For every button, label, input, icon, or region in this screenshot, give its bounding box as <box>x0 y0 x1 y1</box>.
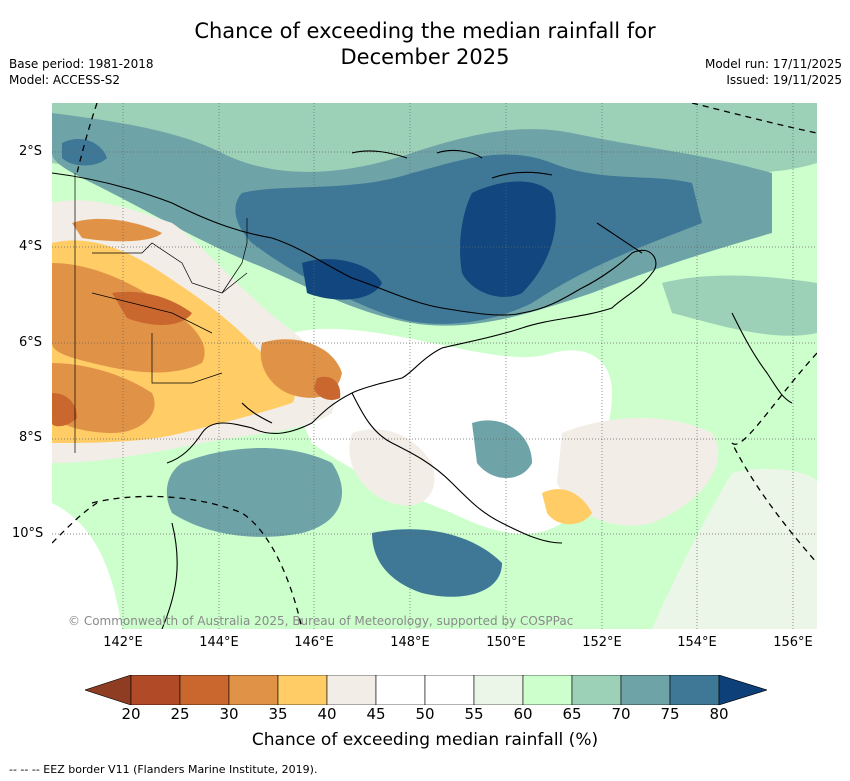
colorbar-extend-high <box>718 675 767 705</box>
cb-tick-80: 80 <box>709 705 729 723</box>
lon-label-144e: 144°E <box>199 635 239 650</box>
lat-label-6s: 6°S <box>19 335 43 350</box>
title-line-1: Chance of exceeding the median rainfall … <box>194 19 656 43</box>
coastlines <box>52 149 793 629</box>
cb-tick-20: 20 <box>121 705 141 723</box>
colorbar-swatch-50 <box>424 675 475 705</box>
lon-label-154e: 154°E <box>677 635 717 650</box>
cb-tick-65: 65 <box>562 705 582 723</box>
meta-right: Model run: 17/11/2025 Issued: 19/11/2025 <box>705 56 842 88</box>
cb-tick-40: 40 <box>317 705 337 723</box>
colorbar-swatch-55 <box>473 675 524 705</box>
chart-title: Chance of exceeding the median rainfall … <box>0 18 850 70</box>
colorbar-swatches <box>130 675 720 705</box>
colorbar-swatch-35 <box>277 675 328 705</box>
lon-label-152e: 152°E <box>582 635 622 650</box>
colorbar-swatch-40 <box>326 675 377 705</box>
eez-borders <box>52 103 817 629</box>
colorbar-extend-low <box>85 675 132 705</box>
lat-label-4s: 4°S <box>19 239 43 254</box>
title-line-2: December 2025 <box>340 45 510 69</box>
cb-tick-35: 35 <box>268 705 288 723</box>
lat-label-2s: 2°S <box>19 144 43 159</box>
rainfall-map <box>52 103 817 629</box>
cb-tick-30: 30 <box>219 705 239 723</box>
cb-tick-55: 55 <box>464 705 484 723</box>
cb-tick-60: 60 <box>513 705 533 723</box>
region-dark <box>460 181 556 297</box>
lon-label-142e: 142°E <box>103 635 143 650</box>
lon-label-150e: 150°E <box>486 635 526 650</box>
colorbar-swatch-30 <box>228 675 279 705</box>
base-period: Base period: 1981-2018 <box>9 57 154 71</box>
colorbar-swatch-60 <box>522 675 573 705</box>
model-run: Model run: 17/11/2025 <box>704 57 842 71</box>
colorbar-swatch-45 <box>375 675 426 705</box>
model-name: Model: ACCESS-S2 <box>9 73 121 87</box>
lon-label-156e: 156°E <box>773 635 813 650</box>
lon-label-148e: 148°E <box>390 635 430 650</box>
colorbar-swatch-25 <box>179 675 230 705</box>
copyright-text: © Commonwealth of Australia 2025, Bureau… <box>68 614 574 628</box>
lon-label-146e: 146°E <box>294 635 334 650</box>
eez-legend-note: -- -- -- EEZ border V11 (Flanders Marine… <box>9 763 318 776</box>
lat-label-10s: 10°S <box>12 526 44 541</box>
issued-date: Issued: 19/11/2025 <box>726 73 842 87</box>
map-canvas <box>52 103 817 629</box>
cb-tick-45: 45 <box>366 705 386 723</box>
cb-tick-50: 50 <box>415 705 435 723</box>
lat-label-8s: 8°S <box>19 430 43 445</box>
region-50 <box>288 328 612 534</box>
cb-tick-25: 25 <box>170 705 190 723</box>
graticule <box>52 103 817 629</box>
cb-tick-75: 75 <box>660 705 680 723</box>
cb-tick-70: 70 <box>611 705 631 723</box>
colorbar-swatch-20 <box>130 675 181 705</box>
colorbar-swatch-75 <box>669 675 720 705</box>
colorbar-swatch-70 <box>620 675 671 705</box>
colorbar <box>85 675 767 705</box>
colorbar-title: Chance of exceeding median rainfall (%) <box>251 730 599 750</box>
colorbar-swatch-65 <box>571 675 622 705</box>
meta-left: Base period: 1981-2018 Model: ACCESS-S2 <box>9 56 154 88</box>
